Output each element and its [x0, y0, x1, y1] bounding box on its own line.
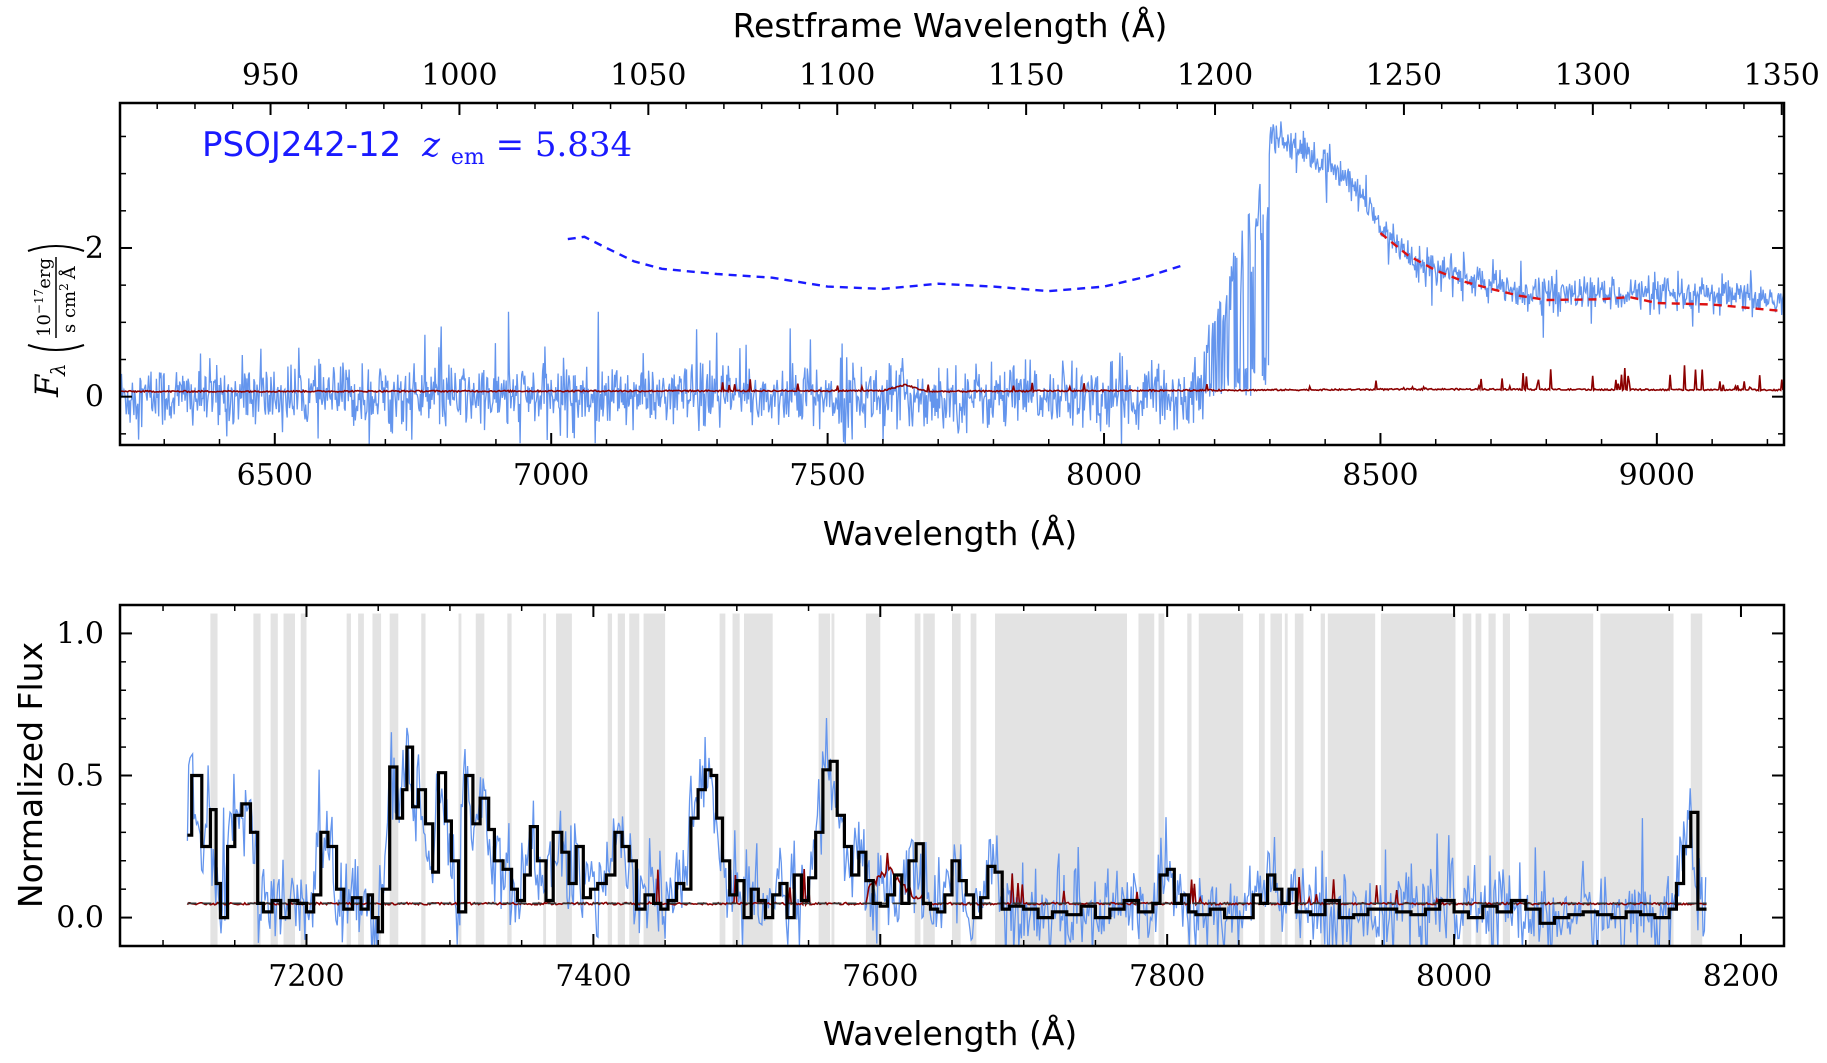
- svg-text:λ: λ: [46, 363, 70, 377]
- top-x-tick-label: 1100: [799, 58, 875, 93]
- x-tick-label: 6500: [237, 458, 313, 493]
- x-tick-label: 8000: [1066, 458, 1142, 493]
- masked-region: [607, 613, 613, 946]
- top-x-tick-label: 1350: [1744, 58, 1820, 93]
- masked-region: [732, 613, 740, 946]
- masked-region: [1284, 613, 1288, 946]
- masked-region: [1528, 613, 1594, 946]
- masked-region: [1270, 613, 1282, 946]
- masked-region: [1198, 613, 1244, 946]
- masked-region: [831, 613, 835, 946]
- masked-region: [1158, 613, 1165, 946]
- y-tick-label: 2: [85, 231, 104, 266]
- masked-region: [1488, 613, 1496, 946]
- svg-text:s cm2Å: s cm2Å: [57, 265, 80, 333]
- masked-region: [1475, 613, 1482, 946]
- top-x-tick-label: 950: [242, 58, 299, 93]
- x-tick-label: 8500: [1342, 458, 1418, 493]
- top-y-axis-title: F λ 10−17erg s cm2Å: [27, 245, 85, 398]
- masked-region: [1320, 613, 1325, 946]
- binned-flux-step-line: [187, 745, 1707, 934]
- masked-region: [1258, 613, 1265, 946]
- masked-region: [283, 613, 296, 946]
- redshift-value: = 5.834: [496, 125, 633, 165]
- x-tick-label: 7400: [555, 959, 631, 994]
- x-tick-label: 8200: [1703, 959, 1779, 994]
- masked-region: [914, 613, 921, 946]
- masked-region: [923, 613, 935, 946]
- bottom-x-axis-title: Wavelength (Å): [823, 1013, 1078, 1053]
- masked-region: [507, 613, 512, 946]
- masked-region: [421, 613, 426, 946]
- masked-region: [643, 613, 657, 946]
- zoom-flux-line: [186, 717, 1707, 946]
- masked-region: [1690, 613, 1703, 946]
- restframe-axis-title: Restframe Wavelength (Å): [733, 5, 1168, 45]
- z-symbol: z: [421, 125, 441, 165]
- masked-region: [372, 613, 382, 946]
- top-x-tick-label: 1000: [421, 58, 497, 93]
- masked-region: [719, 613, 726, 946]
- masked-region: [1294, 613, 1304, 946]
- top-x-tick-label: 1250: [1366, 58, 1442, 93]
- error-spectrum-line: [120, 365, 1784, 394]
- masked-region: [952, 613, 961, 946]
- top-spectrum-panel: 6500 7000 7500 8000 8500 9000 0 2 950 1000 1050 110…: [27, 5, 1820, 553]
- x-tick-label: 9000: [1619, 458, 1695, 493]
- x-tick-label: 7800: [1129, 959, 1205, 994]
- svg-text:10−17erg: 10−17erg: [32, 258, 55, 337]
- masked-region: [543, 613, 547, 946]
- masked-region: [1462, 613, 1472, 946]
- bottom-axis-title-top-panel: Wavelength (Å): [823, 513, 1078, 553]
- top-panel-frame: [118, 101, 1786, 447]
- y-tick-label: 0.0: [56, 901, 104, 936]
- masked-region: [358, 613, 364, 946]
- object-name: PSOJ242-12: [202, 125, 401, 165]
- y-tick-label: 0.5: [56, 759, 104, 794]
- bottom-y-axis-title: Normalized Flux: [11, 642, 50, 908]
- red-continuum-model-line: [1379, 232, 1784, 313]
- masked-region: [629, 613, 640, 946]
- x-tick-label: 7200: [268, 959, 344, 994]
- masked-region: [270, 613, 278, 946]
- masked-region: [995, 613, 1007, 946]
- masked-region: [970, 613, 977, 946]
- bottom-zoom-panel: 7200 7400 7600 7800 8000 8200 0.0 0.5 1.0 Wavele…: [11, 603, 1786, 1053]
- z-subscript: em: [451, 145, 485, 170]
- x-tick-label: 7500: [789, 458, 865, 493]
- masked-region: [253, 613, 261, 946]
- y-tick-label: 0: [85, 380, 104, 415]
- masked-region: [1600, 613, 1674, 946]
- masked-region: [300, 613, 307, 946]
- object-annotation: PSOJ242-12 z em = 5.834: [202, 125, 632, 173]
- masked-region: [210, 613, 218, 946]
- top-x-tick-label: 1050: [610, 58, 686, 93]
- masked-region: [458, 613, 462, 946]
- x-tick-label: 8000: [1416, 959, 1492, 994]
- masked-region: [1327, 613, 1376, 946]
- masked-region: [346, 613, 351, 946]
- top-x-tick-label: 1300: [1555, 58, 1631, 93]
- top-x-tick-label: 1150: [988, 58, 1064, 93]
- masked-region: [1380, 613, 1456, 946]
- y-tick-label: 1.0: [56, 616, 104, 651]
- top-x-tick-label: 1200: [1177, 58, 1253, 93]
- masked-region: [1187, 613, 1192, 946]
- x-tick-label: 7600: [842, 959, 918, 994]
- masked-region: [617, 613, 625, 946]
- masked-region: [1502, 613, 1511, 946]
- masked-region: [656, 613, 666, 946]
- svg-text:F: F: [28, 373, 66, 398]
- blue-continuum-model-line: [567, 235, 1182, 293]
- x-tick-label: 7000: [513, 458, 589, 493]
- masked-region: [1138, 613, 1155, 946]
